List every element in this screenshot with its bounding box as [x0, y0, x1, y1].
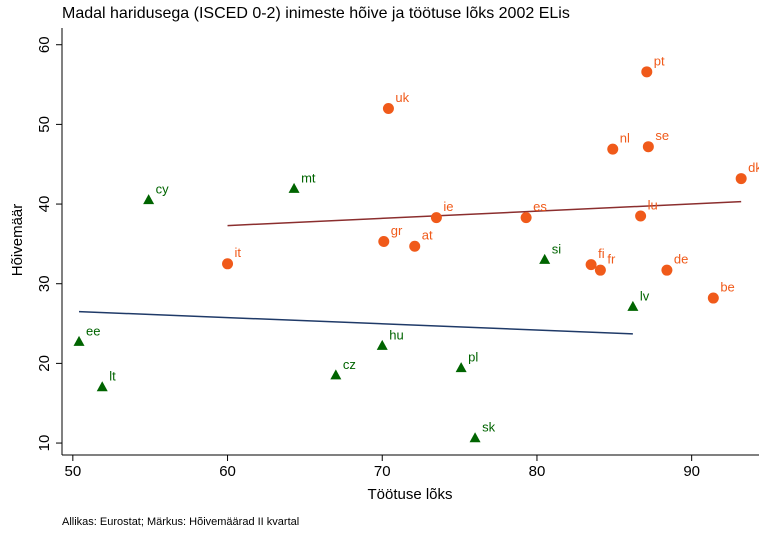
point [735, 173, 747, 185]
point-label: uk [395, 90, 409, 105]
point [642, 141, 654, 153]
y-tick-label: 20 [36, 355, 53, 372]
point-label: es [533, 199, 547, 214]
point [378, 236, 390, 247]
point-label: ie [443, 199, 453, 214]
fit-line [227, 200, 742, 227]
x-tick-label: 70 [374, 463, 391, 480]
y-tick-label: 40 [36, 196, 53, 213]
y-tick-label: 50 [36, 116, 53, 133]
point [330, 369, 342, 380]
point [627, 300, 639, 311]
point [430, 212, 442, 224]
point-label: lu [648, 197, 658, 212]
y-axis-label: Hõivemäär [9, 204, 26, 277]
point-label: cz [343, 357, 356, 372]
x-tick-label: 50 [64, 463, 81, 480]
footnote: Allikas: Eurostat; Märkus: Hõivemäärad I… [62, 516, 299, 528]
fit-line [78, 310, 633, 335]
point-label: pl [468, 350, 478, 365]
point-label: ee [86, 323, 100, 338]
point-label: pt [654, 53, 665, 68]
point [641, 66, 653, 78]
point-label: dk [748, 160, 759, 175]
y-tick-label: 30 [36, 275, 53, 292]
x-tick-label: 80 [529, 463, 546, 480]
point [376, 339, 388, 350]
point [222, 258, 234, 270]
chart-title: Madal haridusega (ISCED 0-2) inimeste hõ… [62, 5, 570, 22]
x-tick-label: 60 [219, 463, 236, 480]
point [594, 264, 606, 276]
point [382, 102, 394, 114]
point [520, 212, 532, 224]
point-label: lv [640, 288, 650, 303]
x-axis-label: Töötuse lõks [367, 486, 452, 503]
point [288, 182, 300, 193]
point [607, 143, 619, 155]
point-label: hu [389, 327, 403, 342]
point [73, 335, 85, 346]
point-label: gr [391, 223, 403, 238]
point [661, 264, 673, 276]
point-label: si [552, 241, 562, 256]
point [585, 259, 597, 271]
point-label: sk [482, 420, 496, 435]
point-label: se [655, 128, 669, 143]
point [409, 240, 421, 252]
x-tick-label: 90 [683, 463, 700, 480]
point-label: mt [301, 170, 316, 185]
point [635, 210, 647, 222]
point [143, 194, 155, 205]
point-label: it [235, 245, 242, 260]
point [539, 253, 551, 264]
point-label: at [422, 228, 433, 243]
y-tick-label: 10 [36, 435, 53, 452]
point-label: cy [156, 182, 170, 197]
point-label: lt [109, 369, 116, 384]
point-label: fr [607, 252, 616, 267]
point-label: be [720, 279, 734, 294]
y-tick-label: 60 [36, 36, 53, 53]
point [455, 362, 467, 373]
point-label: nl [620, 131, 630, 146]
point-label: fi [598, 246, 605, 261]
point-label: de [674, 252, 688, 267]
point [707, 292, 719, 304]
point [96, 381, 108, 392]
point [469, 432, 481, 443]
